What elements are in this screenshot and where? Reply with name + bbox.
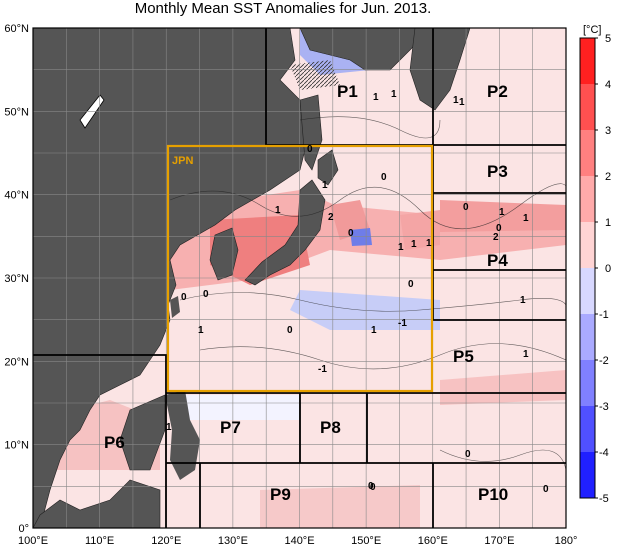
colorbar-tick-label: 2 [605, 171, 611, 183]
lat-tick-label: 0° [18, 523, 29, 535]
contour-value-label: 0 [287, 325, 293, 336]
contour-value-label: 0 [307, 144, 313, 155]
contour-value-label: 1 [523, 349, 529, 360]
colorbar-segment [580, 84, 595, 131]
colorbar-segment [580, 176, 595, 223]
lat-tick-label: 30°N [4, 273, 29, 285]
lat-tick-label: 40°N [4, 190, 29, 202]
lon-tick-label: 130°E [218, 535, 248, 547]
colorbar-tick-label: -2 [599, 355, 609, 367]
lon-tick-label: 100°E [18, 535, 48, 547]
contour-value-label: 1 [275, 205, 281, 216]
lon-tick-label: 160°E [418, 535, 448, 547]
colorbar-tick-labels: 5 4 3 2 1 0 -1 -2 -3 -4 -5 [595, 33, 611, 505]
region-label-p7: P7 [220, 418, 241, 437]
lon-tick-label: 170°E [484, 535, 514, 547]
contour-value-label: 0 [368, 481, 374, 492]
region-label-p10: P10 [478, 485, 508, 504]
contour-value-label: 1 [371, 325, 377, 336]
colorbar-segment [580, 360, 595, 407]
contour-value-label: 1 [398, 242, 404, 253]
contour-value-label: 1 [426, 238, 432, 249]
land-philippines [165, 390, 200, 480]
contour-value-label: 1 [198, 325, 204, 336]
contour-value-label: 1 [459, 97, 465, 108]
land-korea [209, 227, 239, 281]
contour-value-label: 1 [520, 295, 526, 306]
colorbar-segment [580, 130, 595, 177]
lat-tick-label: 60°N [4, 23, 29, 35]
colorbar-segment [580, 314, 595, 361]
contour-value-label: 0 [465, 449, 471, 460]
colorbar-segment [580, 452, 595, 499]
map-border [32, 27, 567, 529]
colorbar-unit: [°C] [583, 24, 601, 36]
region-label-jpn: JPN [172, 155, 193, 167]
contour-value-label: 0 [181, 292, 187, 303]
colorbar-tick-label: -1 [599, 309, 609, 321]
region-label-p4: P4 [487, 251, 508, 270]
lat-tick-label: 20°N [4, 356, 29, 368]
contour-value-label: 2 [328, 212, 334, 223]
colorbar [579, 37, 596, 499]
contour-value-label: 1 [391, 89, 397, 100]
region-label-p8: P8 [320, 418, 341, 437]
contour-value-label: 0 [463, 202, 469, 213]
colorbar-tick-label: 5 [605, 33, 611, 45]
region-jpn-box [166, 144, 434, 393]
contour-value-label: 1 [499, 207, 505, 218]
colorbar-tick-label: 1 [605, 217, 611, 229]
latitude-labels: 60°N 50°N 40°N 30°N 20°N 10°N 0° [4, 23, 29, 535]
region-label-p2: P2 [487, 82, 508, 101]
region-label-p5: P5 [453, 347, 474, 366]
contour-value-label: 0 [543, 484, 549, 495]
region-label-p9: P9 [270, 485, 291, 504]
contour-value-label: 0 [348, 228, 354, 239]
colorbar-segment [580, 268, 595, 315]
contour-value-label: 0 [408, 279, 414, 290]
contour-value-label: 1 [523, 213, 529, 224]
colorbar-segment [580, 38, 595, 85]
contour-value-label: 0 [203, 289, 209, 300]
contour-value-label: 2 [493, 232, 499, 243]
colorbar-tick-label: -5 [599, 493, 609, 505]
contour-value-label: 0 [370, 482, 376, 493]
colorbar-tick-label: -4 [599, 447, 609, 459]
lon-tick-label: 110°E [85, 535, 114, 547]
region-label-p1: P1 [337, 82, 358, 101]
land-taiwan [170, 296, 180, 318]
map-title: Monthly Mean SST Anomalies for Jun. 2013… [134, 0, 432, 17]
region-label-p3: P3 [487, 162, 508, 181]
colorbar-tick-label: -3 [599, 401, 609, 413]
lat-tick-label: 50°N [4, 106, 29, 118]
contour-value-label: 0 [496, 223, 502, 234]
colorbar-tick-label: 0 [605, 263, 611, 275]
contour-value-label: 1 [411, 239, 417, 250]
land-japan [244, 179, 326, 286]
contour-value-label: 1 [166, 422, 172, 433]
region-label-p6: P6 [104, 433, 125, 452]
lon-tick-label: 120°E [151, 535, 181, 547]
contour-value-label: 0 [381, 172, 387, 183]
colorbar-tick-label: 3 [605, 125, 611, 137]
lon-tick-label: 180° [555, 535, 578, 547]
lon-tick-label: 140°E [284, 535, 314, 547]
contour-value-label: -1 [318, 364, 327, 375]
contour-value-label: 1 [453, 95, 459, 106]
colorbar-tick-label: 4 [605, 79, 611, 91]
longitude-labels: 100°E 110°E 120°E 130°E 140°E 150°E 160°E 170°E… [18, 535, 577, 547]
lat-tick-label: 10°N [4, 440, 29, 452]
lon-tick-label: 150°E [351, 535, 381, 547]
contour-value-label: -1 [398, 318, 407, 329]
colorbar-segment [580, 406, 595, 453]
contour-value-label: 1 [373, 92, 379, 103]
colorbar-segment [580, 222, 595, 269]
contour-value-label: 1 [322, 180, 328, 191]
